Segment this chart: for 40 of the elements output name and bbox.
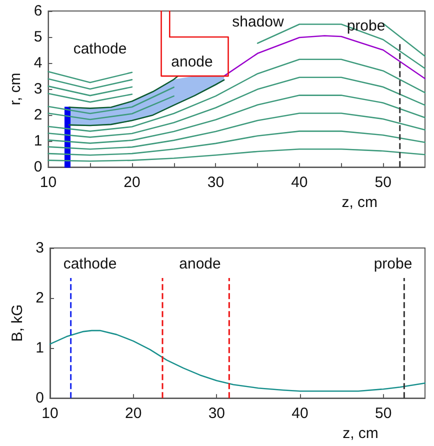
- x-axis-title: z, cm: [342, 194, 378, 211]
- x-axis-title: z, cm: [342, 425, 378, 442]
- y-axis-title: B, kG: [8, 304, 26, 342]
- annotation: probe: [374, 256, 412, 272]
- x-tick-label: 30: [208, 405, 226, 422]
- line-series: [48, 94, 426, 144]
- y-tick-label: 5: [34, 28, 42, 46]
- y-axis-title: r, cm: [7, 72, 24, 106]
- line-series: [48, 148, 426, 162]
- annotation: anode: [179, 256, 221, 272]
- y-tick-label: 4: [34, 54, 42, 72]
- x-tick-label: 20: [124, 174, 140, 192]
- y-tick-label: 3: [34, 80, 42, 98]
- y-tick-label: 3: [36, 240, 44, 256]
- line-series: [48, 112, 426, 150]
- x-tick-label: 30: [207, 174, 224, 192]
- line-series: [223, 35, 426, 80]
- x-tick-label: 10: [42, 405, 58, 422]
- annotation: cathode: [73, 40, 127, 58]
- line-series: [48, 76, 426, 138]
- annotation: shadow: [232, 14, 284, 30]
- x-tick-label: 50: [374, 174, 392, 192]
- x-tick-label: 40: [291, 174, 308, 192]
- x-tick-label: 40: [292, 405, 308, 422]
- x-tick-label: 10: [40, 174, 57, 192]
- annotation: probe: [346, 18, 386, 34]
- y-tick-label: 0: [34, 158, 42, 176]
- y-tick-label: 1: [34, 132, 42, 150]
- y-tick-label: 0: [36, 390, 44, 407]
- x-tick-label: 50: [374, 405, 392, 422]
- y-tick-label: 6: [34, 2, 42, 20]
- y-tick-label: 2: [36, 290, 44, 307]
- annotation: cathode: [63, 256, 117, 272]
- y-tick-label: 1: [36, 340, 44, 357]
- line-series: [49, 330, 426, 392]
- line-series: [48, 130, 426, 156]
- line-series: [68, 75, 179, 109]
- annotation: anode: [171, 54, 213, 70]
- x-tick-label: 20: [124, 405, 142, 422]
- y-tick-label: 2: [34, 106, 42, 124]
